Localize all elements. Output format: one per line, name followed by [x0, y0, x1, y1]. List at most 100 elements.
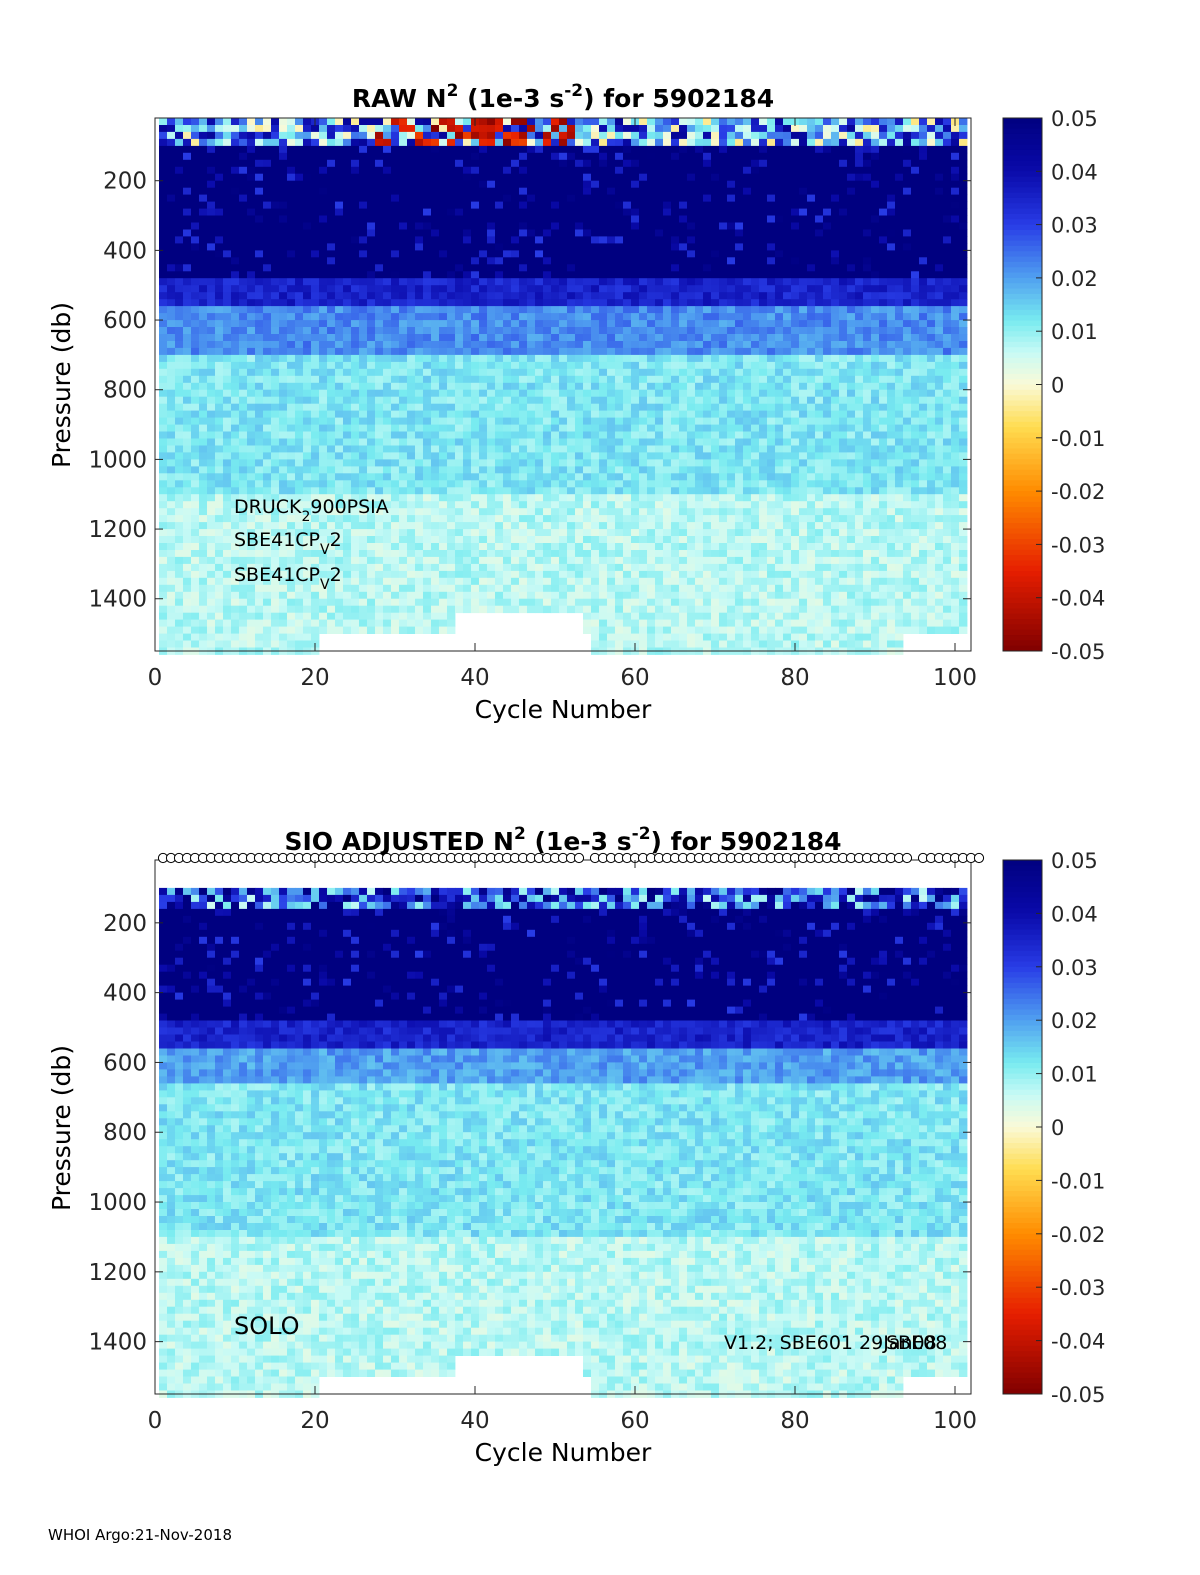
heatmap-cell — [503, 452, 512, 460]
heatmap-cell — [383, 389, 392, 398]
heatmap-cell — [335, 438, 344, 446]
heatmap-cell — [375, 222, 384, 230]
heatmap-cell — [543, 591, 552, 600]
heatmap-cell — [671, 222, 680, 230]
heatmap-cell — [447, 264, 456, 272]
heatmap-cell — [495, 556, 504, 565]
heatmap-cell — [535, 459, 544, 467]
heatmap-cell — [423, 584, 432, 593]
heatmap-cell — [279, 222, 288, 230]
heatmap-cell — [263, 229, 272, 237]
heatmap-cell — [383, 424, 392, 432]
heatmap-cell — [295, 375, 304, 384]
heatmap-cell — [375, 389, 384, 398]
heatmap-cell — [247, 529, 256, 537]
heatmap-cell — [399, 327, 408, 335]
heatmap-cell — [167, 257, 176, 265]
heatmap-cell — [263, 577, 272, 586]
heatmap-cell — [511, 166, 520, 175]
heatmap-cell — [191, 327, 200, 335]
heatmap-cell — [255, 543, 264, 551]
heatmap-cell — [599, 173, 608, 182]
heatmap-cell — [399, 396, 408, 405]
heatmap-cell — [199, 173, 208, 182]
heatmap-cell — [631, 536, 640, 544]
heatmap-cell — [311, 341, 320, 349]
heatmap-cell — [327, 166, 336, 175]
heatmap-cell — [631, 612, 640, 621]
heatmap-cell — [567, 131, 576, 140]
heatmap-cell — [359, 529, 368, 537]
heatmap-cell — [455, 138, 464, 147]
heatmap-cell — [559, 125, 568, 133]
heatmap-cell — [687, 243, 696, 251]
heatmap-cell — [431, 473, 440, 481]
heatmap-cell — [567, 382, 576, 391]
heatmap-cell — [655, 138, 664, 147]
heatmap-cell — [423, 403, 432, 412]
heatmap-cell — [191, 473, 200, 481]
heatmap-cell — [255, 431, 264, 439]
heatmap-cell — [679, 640, 688, 648]
heatmap-cell — [359, 563, 368, 572]
heatmap-cell — [511, 250, 520, 258]
heatmap-cell — [351, 313, 360, 321]
heatmap-cell — [415, 563, 424, 572]
heatmap-cell — [607, 494, 616, 502]
heatmap-cell — [583, 410, 592, 418]
heatmap-cell — [615, 222, 624, 230]
heatmap-cell — [687, 417, 696, 425]
heatmap-cell — [367, 494, 376, 502]
heatmap-cell — [183, 361, 192, 370]
heatmap-cell — [543, 208, 552, 216]
heatmap-cell — [631, 382, 640, 391]
heatmap-cell — [295, 438, 304, 446]
heatmap-cell — [607, 354, 616, 363]
heatmap-cell — [311, 591, 320, 600]
heatmap-cell — [183, 389, 192, 398]
heatmap-cell — [367, 529, 376, 537]
heatmap-cell — [367, 501, 376, 509]
heatmap-cell — [639, 166, 648, 175]
heatmap-cell — [527, 173, 536, 182]
heatmap-cell — [279, 118, 288, 126]
heatmap-cell — [599, 118, 608, 126]
heatmap-cell — [671, 208, 680, 216]
heatmap-cell — [495, 424, 504, 432]
heatmap-cell — [295, 396, 304, 405]
heatmap-cell — [463, 508, 472, 516]
heatmap-cell — [359, 131, 368, 140]
heatmap-cell — [423, 459, 432, 467]
heatmap-cell — [471, 236, 480, 244]
heatmap-cell — [423, 417, 432, 425]
heatmap-cell — [407, 187, 416, 196]
heatmap-cell — [183, 368, 192, 377]
heatmap-cell — [327, 584, 336, 593]
heatmap-cell — [631, 313, 640, 321]
heatmap-cell — [215, 577, 224, 586]
heatmap-cell — [519, 145, 528, 154]
heatmap-cell — [535, 396, 544, 405]
heatmap-cell — [303, 424, 312, 432]
heatmap-cell — [207, 138, 216, 147]
heatmap-cell — [615, 159, 624, 168]
heatmap-cell — [623, 570, 632, 579]
heatmap-cell — [231, 285, 240, 293]
heatmap-cell — [663, 473, 672, 481]
heatmap-cell — [167, 278, 176, 286]
heatmap-cell — [639, 424, 648, 432]
heatmap-cell — [407, 466, 416, 474]
heatmap-cell — [487, 403, 496, 412]
heatmap-cell — [303, 264, 312, 272]
heatmap-cell — [391, 145, 400, 154]
heatmap-cell — [439, 452, 448, 460]
heatmap-cell — [207, 250, 216, 258]
heatmap-cell — [415, 515, 424, 523]
heatmap-cell — [247, 522, 256, 530]
heatmap-cell — [407, 131, 416, 140]
heatmap-cell — [543, 396, 552, 405]
heatmap-cell — [647, 424, 656, 432]
heatmap-cell — [687, 264, 696, 272]
heatmap-cell — [687, 278, 696, 286]
heatmap-cell — [471, 201, 480, 209]
